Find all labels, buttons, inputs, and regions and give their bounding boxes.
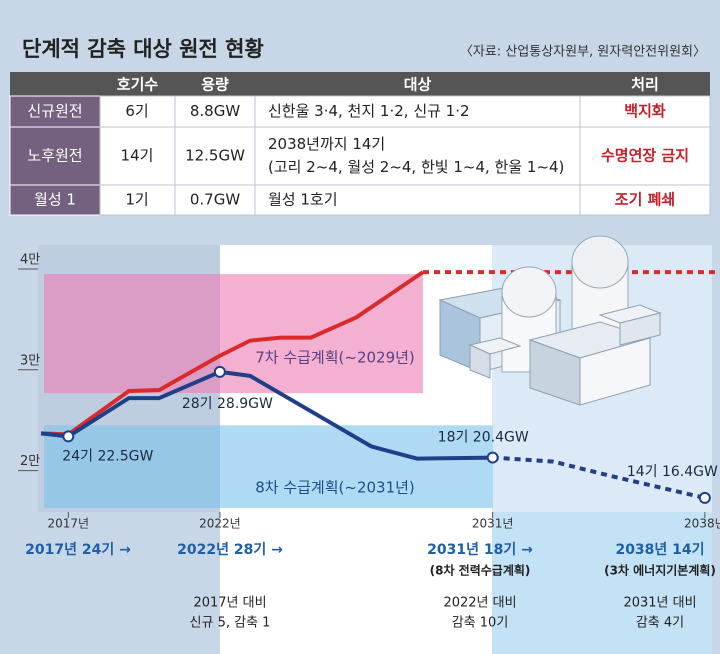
y-tick-label: 4만 bbox=[20, 253, 40, 268]
row-bg bbox=[99, 184, 711, 216]
timeline-note: 2031년 대비 bbox=[623, 596, 696, 611]
table-header-cell: 용량 bbox=[201, 76, 229, 94]
table-header-cell: 처리 bbox=[631, 76, 659, 94]
x-tick-label: 2038년 bbox=[684, 517, 720, 531]
timeline-note: 감축 4기 bbox=[636, 616, 684, 631]
table-header-cell: 호기수 bbox=[117, 76, 159, 94]
row-label: 노후원전 bbox=[27, 147, 82, 165]
point-label: 18기 20.4GW bbox=[438, 430, 529, 446]
timeline-heading: 2038년 14기 bbox=[615, 542, 704, 558]
action: 수명연장 금지 bbox=[601, 147, 689, 165]
row-label-bg bbox=[9, 95, 101, 128]
row-label: 월성 1 bbox=[34, 191, 76, 209]
count: 14기 bbox=[121, 147, 154, 165]
source: 〈자료: 산업통상자원부, 원자력안전위원회〉 bbox=[460, 45, 706, 60]
capacity: 8.8GW bbox=[190, 102, 240, 120]
count: 6기 bbox=[125, 102, 148, 120]
point-label: 28기 28.9GW bbox=[182, 396, 273, 412]
row-bg bbox=[99, 126, 711, 186]
panel-right-bottom bbox=[492, 512, 712, 654]
line-series bbox=[40, 369, 493, 461]
target: 2038년까지 14기 bbox=[268, 135, 385, 153]
region-label: 7차 수급계획(~2029년) bbox=[255, 349, 415, 367]
timeline-note: 2022년 대비 bbox=[443, 596, 516, 611]
region-label: 8차 수급계획(~2031년) bbox=[255, 479, 415, 497]
plant-illustration bbox=[438, 235, 662, 406]
action: 조기 폐쇄 bbox=[615, 191, 675, 209]
timeline-heading: 2022년 28기 → bbox=[177, 542, 283, 558]
point-label: 24기 22.5GW bbox=[62, 448, 153, 464]
title: 단계적 감축 대상 원전 현황 bbox=[22, 37, 264, 61]
timeline-sub: (3차 에너지기본계획) bbox=[604, 563, 716, 578]
timeline-note: 신규 5, 감축 1 bbox=[190, 616, 271, 631]
x-tick-label: 2031년 bbox=[472, 517, 514, 531]
point bbox=[698, 491, 711, 504]
y-tick-label: 3만 bbox=[20, 353, 40, 368]
capacity: 0.7GW bbox=[190, 191, 240, 209]
table-header-bg bbox=[10, 72, 710, 96]
timeline-sub: (8차 전력수급계획) bbox=[430, 563, 531, 578]
x-tick-label: 2017년 bbox=[48, 517, 90, 531]
y-tick-label: 2만 bbox=[20, 454, 40, 469]
point-label: 14기 16.4GW bbox=[627, 464, 718, 480]
x-tick-label: 2022년 bbox=[199, 517, 241, 531]
table-header-cell: 대상 bbox=[404, 76, 432, 94]
target: 월성 1호기 bbox=[268, 191, 338, 209]
row-bg bbox=[99, 95, 711, 128]
count: 1기 bbox=[125, 191, 148, 209]
row-label-bg bbox=[9, 184, 101, 216]
line-series bbox=[492, 455, 706, 500]
capacity: 12.5GW bbox=[185, 147, 245, 165]
action: 백지화 bbox=[624, 102, 666, 120]
point bbox=[486, 451, 499, 464]
target: (고리 2~4, 월성 2~4, 한빛 1~4, 한울 1~4) bbox=[268, 158, 564, 176]
timeline-heading: 2031년 18기 → bbox=[427, 542, 533, 558]
row-label: 신규원전 bbox=[27, 102, 82, 120]
timeline-note: 감축 10기 bbox=[452, 616, 509, 631]
row-label-bg bbox=[9, 126, 101, 186]
target: 신한울 3·4, 천지 1·2, 신규 1·2 bbox=[268, 102, 470, 120]
point bbox=[62, 430, 75, 443]
plan-region bbox=[44, 425, 493, 508]
point bbox=[213, 365, 226, 378]
timeline-note: 2017년 대비 bbox=[193, 596, 266, 611]
timeline-heading: 2017년 24기 → bbox=[25, 542, 131, 558]
line-series bbox=[40, 270, 425, 437]
